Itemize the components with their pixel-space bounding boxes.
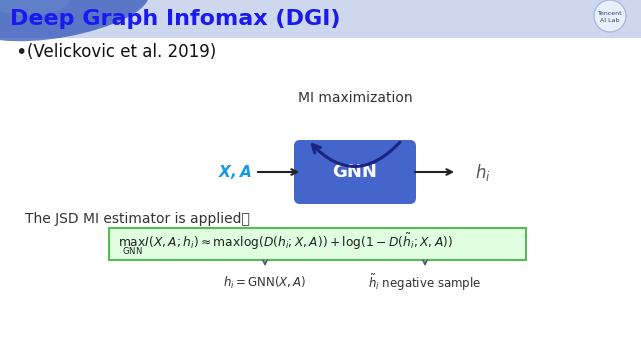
Ellipse shape — [0, 0, 149, 41]
Text: (Velickovic et al. 2019): (Velickovic et al. 2019) — [27, 43, 216, 61]
Text: AI Lab: AI Lab — [600, 17, 620, 23]
Text: $h_i$: $h_i$ — [475, 161, 491, 183]
Text: •: • — [15, 42, 26, 61]
Text: $\bfit{X}, \bfit{A}$: $\bfit{X}, \bfit{A}$ — [218, 163, 252, 181]
Text: Deep Graph Infomax (DGI): Deep Graph Infomax (DGI) — [10, 9, 340, 29]
FancyBboxPatch shape — [294, 140, 416, 204]
Text: MI maximization: MI maximization — [297, 91, 412, 105]
Text: GNN: GNN — [333, 163, 378, 181]
Text: $\tilde{h}_i$ negative sample: $\tilde{h}_i$ negative sample — [369, 273, 481, 293]
Text: $\underset{\mathrm{GNN}}{\max}I(X,A;h_i)\approx \max\log(D(h_i;\mathit{X},\mathi: $\underset{\mathrm{GNN}}{\max}I(X,A;h_i)… — [118, 231, 453, 257]
Text: $h_i = \mathrm{GNN}(X,A)$: $h_i = \mathrm{GNN}(X,A)$ — [223, 275, 307, 291]
Text: The JSD MI estimator is applied：: The JSD MI estimator is applied： — [25, 212, 250, 226]
Circle shape — [594, 0, 626, 32]
Text: Tencent: Tencent — [597, 10, 622, 16]
FancyBboxPatch shape — [0, 0, 641, 38]
FancyBboxPatch shape — [109, 228, 526, 260]
Ellipse shape — [0, 0, 70, 15]
